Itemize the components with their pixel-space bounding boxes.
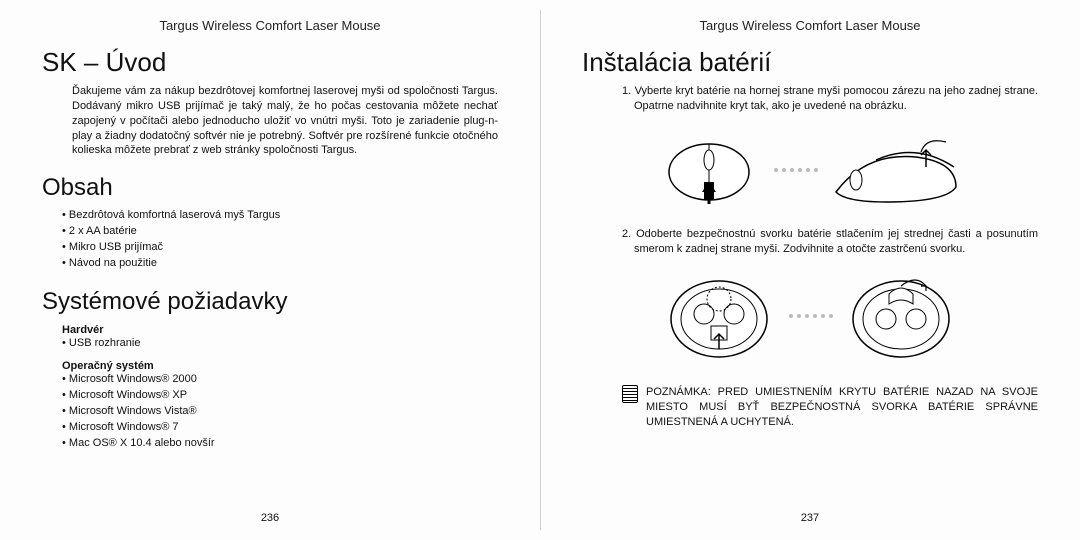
heading-sysreq: Systémové požiadavky xyxy=(42,288,498,316)
step-2: 2. Odoberte bezpečnostnú svorku batérie … xyxy=(634,227,1038,257)
hardware-list: USB rozhranie xyxy=(62,336,498,352)
mouse-inside-a-icon xyxy=(659,264,779,369)
page-right: Targus Wireless Comfort Laser Mouse Inšt… xyxy=(540,0,1080,540)
running-head-right: Targus Wireless Comfort Laser Mouse xyxy=(582,18,1038,33)
list-item: 2 x AA batérie xyxy=(62,224,498,240)
note-block: POZNÁMKA: PRED UMIESTNENÍM KRYTU BATÉRIE… xyxy=(622,385,1038,430)
list-item: Návod na použitie xyxy=(62,256,498,272)
figure-step1 xyxy=(582,122,1038,217)
running-head-left: Targus Wireless Comfort Laser Mouse xyxy=(42,18,498,33)
mouse-side-open-icon xyxy=(826,122,966,217)
dots-icon xyxy=(785,264,835,369)
heading-contents: Obsah xyxy=(42,174,498,202)
list-item: Microsoft Windows Vista® xyxy=(62,404,498,420)
page-number-left: 236 xyxy=(0,512,540,524)
hardware-label: Hardvér xyxy=(62,324,498,336)
list-item: Microsoft Windows® 7 xyxy=(62,420,498,436)
list-item: Microsoft Windows® XP xyxy=(62,388,498,404)
page-number-right: 237 xyxy=(540,512,1080,524)
list-item: USB rozhranie xyxy=(62,336,498,352)
list-item: Bezdrôtová komfortná laserová myš Targus xyxy=(62,208,498,224)
note-icon xyxy=(622,385,638,403)
os-label: Operačný systém xyxy=(62,360,498,372)
step-1: 1. Vyberte kryt batérie na hornej strane… xyxy=(634,84,1038,114)
mouse-top-icon xyxy=(654,122,764,217)
os-list: Microsoft Windows® 2000 Microsoft Window… xyxy=(62,372,498,452)
contents-list: Bezdrôtová komfortná laserová myš Targus… xyxy=(62,208,498,272)
figure-step2 xyxy=(582,264,1038,369)
intro-paragraph: Ďakujeme vám za nákup bezdrôtovej komfor… xyxy=(72,84,498,158)
list-item: Mac OS® X 10.4 alebo novšír xyxy=(62,436,498,452)
mouse-inside-b-icon xyxy=(841,264,961,369)
heading-install: Inštalácia batérií xyxy=(582,47,1038,78)
dots-icon xyxy=(770,122,820,217)
note-text: POZNÁMKA: PRED UMIESTNENÍM KRYTU BATÉRIE… xyxy=(646,385,1038,430)
list-item: Microsoft Windows® 2000 xyxy=(62,372,498,388)
page-left: Targus Wireless Comfort Laser Mouse SK –… xyxy=(0,0,540,540)
list-item: Mikro USB prijímač xyxy=(62,240,498,256)
heading-intro: SK – Úvod xyxy=(42,47,498,78)
